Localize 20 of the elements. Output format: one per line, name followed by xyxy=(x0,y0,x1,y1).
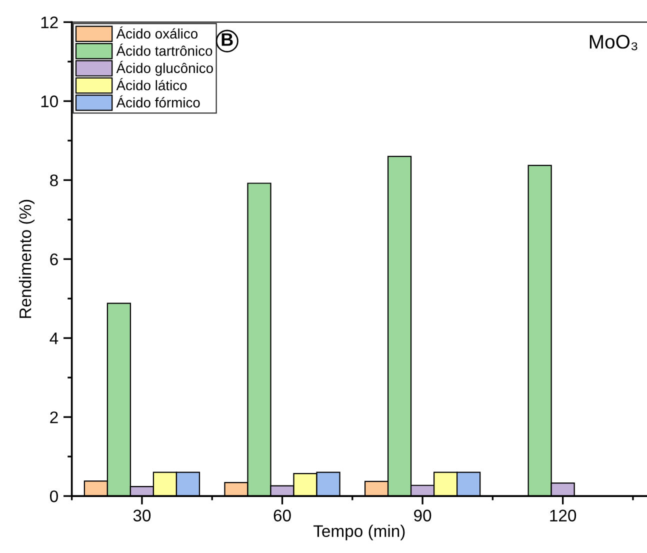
x-tick-label: 120 xyxy=(550,510,576,522)
x-axis-title: Tempo (min) xyxy=(313,524,405,540)
y-tick-label: 2 xyxy=(50,411,58,424)
legend-label: Ácido oxálico xyxy=(116,26,198,39)
y-axis-title: Rendimento (%) xyxy=(18,200,35,318)
y-tick-label: 0 xyxy=(50,490,58,502)
legend-label: Ácido fórmico xyxy=(116,95,200,108)
y-tick-label: 8 xyxy=(50,174,58,186)
annotation: MoO₃ xyxy=(590,34,638,50)
y-tick-label: 10 xyxy=(41,96,58,108)
annotation: B xyxy=(222,33,233,46)
x-tick-label: 30 xyxy=(133,510,151,522)
y-tick-label: 6 xyxy=(50,253,58,266)
legend-label: Ácido lático xyxy=(116,78,187,90)
y-tick-label: 12 xyxy=(41,16,58,28)
y-tick-label: 4 xyxy=(50,332,58,344)
legend-label: Ácido tartrônico xyxy=(116,44,212,56)
x-tick-label: 90 xyxy=(414,510,432,522)
x-tick-label: 60 xyxy=(274,510,291,522)
legend-label: Ácido glucônico xyxy=(116,60,213,76)
